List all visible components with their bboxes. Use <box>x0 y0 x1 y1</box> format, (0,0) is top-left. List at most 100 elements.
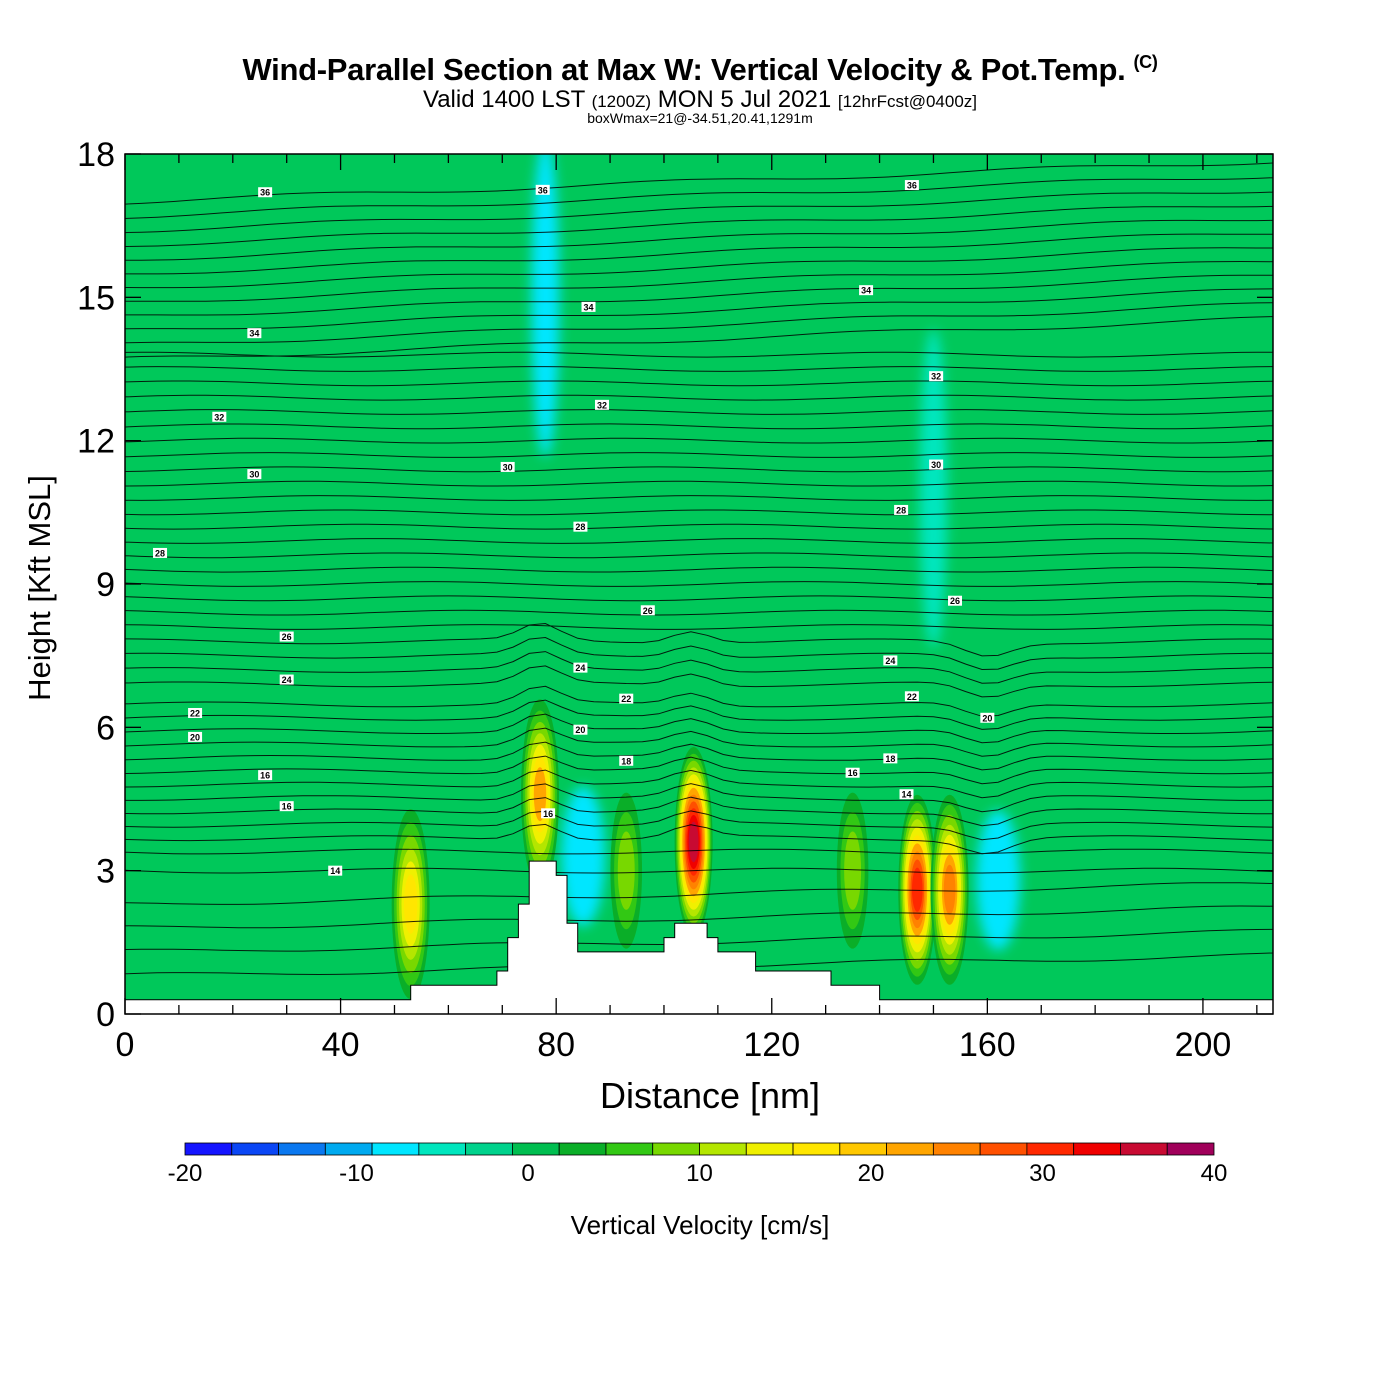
x-tick-label: 160 <box>959 1026 1016 1064</box>
isentrope-line <box>125 316 1273 358</box>
svg-text:22: 22 <box>190 709 200 719</box>
x-tick-label: 200 <box>1175 1026 1232 1064</box>
isentrope-line <box>125 351 1273 358</box>
isentrope-label: 18 <box>883 753 898 764</box>
isentrope-label: 34 <box>247 328 262 339</box>
svg-text:28: 28 <box>155 548 165 558</box>
svg-text:16: 16 <box>260 771 270 781</box>
svg-text:32: 32 <box>931 372 941 382</box>
isentrope-line <box>125 713 1273 744</box>
isentrope-line <box>125 247 1273 289</box>
svg-text:24: 24 <box>885 656 895 666</box>
isentrope-label: 16 <box>279 801 294 812</box>
svg-text:26: 26 <box>950 596 960 606</box>
isentrope-line <box>125 538 1273 544</box>
isentrope-line <box>125 509 1273 516</box>
isentrope-label: 24 <box>573 662 588 673</box>
isentrope-label: 26 <box>948 595 963 606</box>
x-tick-label: 0 <box>116 1026 135 1064</box>
isentrope-label: 32 <box>929 371 944 382</box>
y-tick-label: 6 <box>96 709 115 747</box>
colorbar-swatch <box>231 1142 279 1156</box>
svg-text:20: 20 <box>982 713 992 723</box>
colorbar-swatch <box>418 1142 467 1156</box>
colorbar-swatch <box>1073 1142 1121 1156</box>
colorbar-swatch <box>371 1142 420 1156</box>
isentrope-label: 32 <box>212 411 227 422</box>
isentrope-label: 20 <box>573 724 588 735</box>
isentrope-line <box>125 466 1273 473</box>
svg-text:20: 20 <box>575 725 585 735</box>
isentrope-line <box>125 495 1273 501</box>
colorbar-swatch <box>886 1142 934 1156</box>
isentrope-line <box>125 769 1273 799</box>
isentrope-label: 26 <box>640 605 655 616</box>
colorbar-swatch <box>792 1142 841 1156</box>
colorbar-swatch <box>839 1142 887 1156</box>
colorbar-swatch <box>512 1142 560 1156</box>
svg-text:34: 34 <box>249 329 259 339</box>
isentrope-line <box>125 566 1273 573</box>
svg-text:22: 22 <box>907 692 917 702</box>
svg-text:24: 24 <box>575 663 585 673</box>
svg-text:30: 30 <box>931 460 941 470</box>
downdraft-area <box>561 786 606 927</box>
isentrope-label: 32 <box>594 399 609 410</box>
x-axis-label: Distance [nm] <box>599 1075 821 1116</box>
updraft-core <box>688 821 699 863</box>
isentrope-line <box>125 366 1273 372</box>
svg-text:18: 18 <box>621 756 631 766</box>
svg-text:26: 26 <box>282 632 292 642</box>
isentrope-line <box>125 581 1273 587</box>
isentrope-line <box>125 423 1273 430</box>
isentrope-label: 28 <box>894 504 909 515</box>
isentrope-line <box>125 609 1273 616</box>
colorbar-label: Vertical Velocity [cm/s] <box>570 1210 830 1240</box>
svg-text:36: 36 <box>260 188 270 198</box>
isentrope-line <box>125 882 1273 905</box>
colorbar-swatch <box>979 1142 1028 1156</box>
svg-text:34: 34 <box>861 286 871 296</box>
isentrope-label: 30 <box>500 461 515 472</box>
svg-text:14: 14 <box>901 790 911 800</box>
colorbar-swatch <box>699 1142 747 1156</box>
svg-text:22: 22 <box>621 694 631 704</box>
colorbar-swatch <box>932 1142 981 1156</box>
y-tick-label: 18 <box>77 136 115 174</box>
isentrope-line <box>125 480 1273 487</box>
isentrope-line <box>125 783 1273 813</box>
isentrope-line <box>125 699 1273 730</box>
colorbar <box>184 1142 1215 1156</box>
colorbar-swatch <box>558 1142 607 1156</box>
vertical-velocity-field: 36 36 36 34 34 34 32 32 32 30 30 30 28 28 28 26 26 26 24 24… <box>125 154 1273 1014</box>
isentrope-label: 20 <box>188 731 203 742</box>
isentrope-line <box>125 665 1273 698</box>
isentrope-line <box>125 437 1273 444</box>
isentrope-label: 34 <box>581 301 596 312</box>
colorbar-swatch <box>1166 1142 1215 1156</box>
isentrope-line <box>125 727 1273 757</box>
isentrope-label: 28 <box>153 547 168 558</box>
isentrope-label: 16 <box>258 770 273 781</box>
isentrope-label: 28 <box>573 521 588 532</box>
y-tick-label: 3 <box>96 853 115 891</box>
colorbar-tick-label: 30 <box>1029 1160 1056 1187</box>
svg-text:34: 34 <box>584 302 594 312</box>
colorbar-swatch <box>324 1142 373 1156</box>
colorbar-swatch <box>1026 1142 1075 1156</box>
svg-text:16: 16 <box>848 768 858 778</box>
svg-text:32: 32 <box>597 400 607 410</box>
isentrope-line <box>125 177 1273 219</box>
isentrope-label: 34 <box>859 285 874 296</box>
isentrope-label: 16 <box>541 808 556 819</box>
svg-text:16: 16 <box>543 809 553 819</box>
colorbar-swatch <box>184 1142 233 1156</box>
svg-text:20: 20 <box>190 732 200 742</box>
chart-subtitle: Valid 1400 LST (1200Z) MON 5 Jul 2021 [1… <box>422 86 978 113</box>
x-tick-label: 80 <box>537 1026 575 1064</box>
colorbar-swatch <box>278 1142 326 1156</box>
isentrope-line <box>125 796 1273 827</box>
colorbar-swatch <box>1120 1142 1168 1156</box>
copyright-mark: (C) <box>1133 52 1158 72</box>
